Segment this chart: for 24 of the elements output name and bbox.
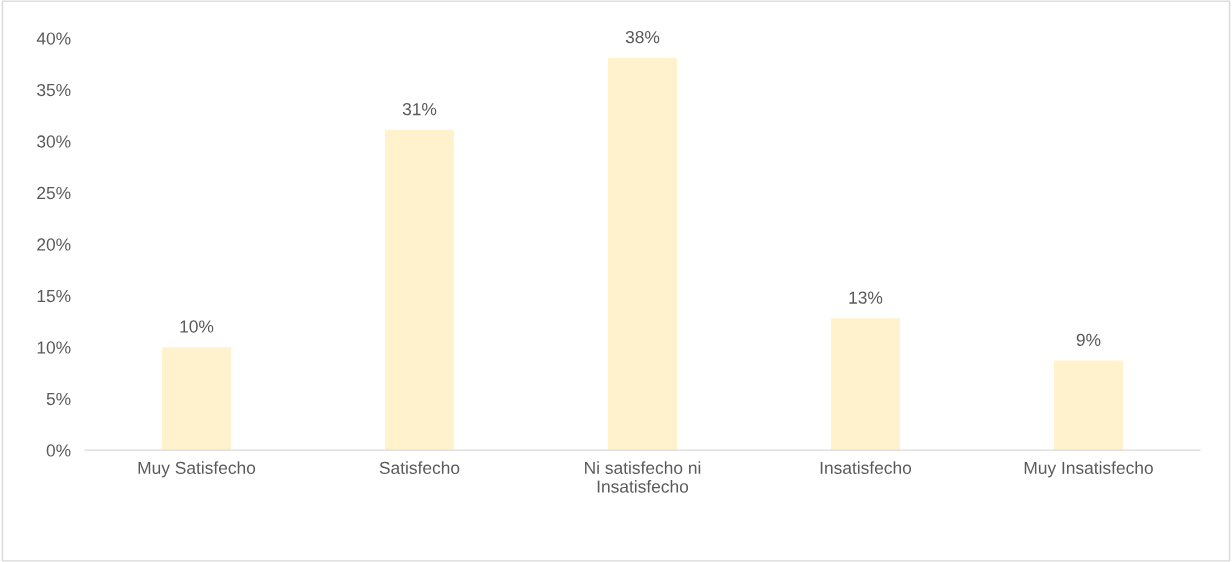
data-label: 31% (402, 103, 437, 116)
x-tick-label: Insatisfecho (820, 461, 912, 475)
x-tick-label: Muy Satisfecho (138, 461, 256, 478)
bar (161, 347, 232, 451)
y-tick-label: 5% (46, 392, 71, 406)
data-label: 10% (180, 320, 214, 333)
y-tick-label: 20% (37, 238, 71, 251)
y-tick-label: 40% (36, 32, 71, 45)
y-tick-label: 15% (37, 289, 71, 303)
y-tick-label: 10% (37, 341, 71, 354)
x-tick-label: Satisfecho (379, 461, 460, 475)
y-tick-label: 0% (46, 444, 71, 457)
y-tick-label: 25% (37, 186, 71, 200)
bar (830, 318, 901, 451)
y-tick-label: 35% (37, 83, 71, 97)
bar (384, 129, 455, 451)
data-label: 38% (625, 30, 660, 44)
data-label: 9% (1076, 333, 1101, 347)
x-tick-label: Ni satisfecho ni Insatisfecho (585, 461, 701, 493)
bar (607, 57, 678, 451)
bar (1053, 360, 1124, 451)
data-label: 13% (849, 291, 883, 304)
y-tick-label: 30% (37, 135, 71, 148)
x-tick-label: Muy Insatisfecho (1024, 461, 1153, 478)
